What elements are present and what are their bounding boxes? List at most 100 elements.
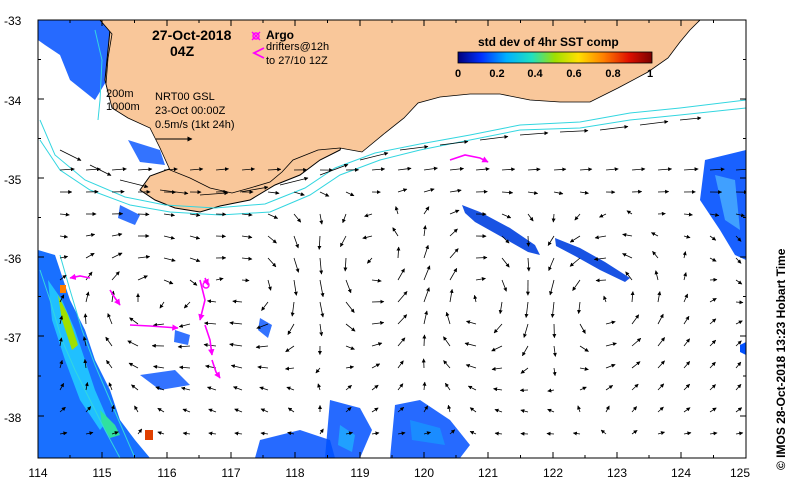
current-vector-arrow [108, 382, 113, 391]
current-vector-arrow [449, 248, 459, 259]
current-vector-arrow [631, 383, 639, 391]
colorbar-tick: 0.8 [605, 68, 621, 80]
current-vector-arrow [267, 190, 280, 195]
current-vector-arrow [622, 232, 633, 237]
current-vector-arrow [423, 188, 435, 193]
current-vector-arrow [524, 301, 529, 318]
current-vector-arrow [520, 367, 529, 374]
current-vector-arrow [475, 255, 488, 260]
current-vector-arrow [287, 431, 295, 436]
current-vector-arrow [449, 267, 458, 281]
current-vector-arrow [599, 213, 607, 218]
lon-tick-label: 114 [28, 466, 48, 480]
current-vector-arrow [137, 428, 143, 435]
current-vector-arrow [652, 250, 659, 259]
current-vector-arrow [259, 386, 269, 391]
current-vector-arrow [552, 345, 557, 357]
current-vector-arrow [189, 167, 204, 172]
drifter-tracks [69, 154, 489, 379]
current-vector-arrow [233, 386, 243, 391]
current-vector-arrow [682, 251, 687, 259]
current-vector-arrow [137, 254, 151, 259]
current-vector-arrow [287, 323, 295, 335]
argo-floats [202, 281, 210, 289]
current-vector-arrow [397, 291, 408, 303]
current-vector-arrow [423, 405, 429, 413]
current-vector-arrow [59, 382, 65, 391]
lat-tick-label: -35 [4, 173, 22, 187]
current-vector-arrow [83, 359, 88, 369]
scale-label: 0.5m/s (1kt 24h) [155, 119, 235, 131]
current-vector-arrow [501, 235, 510, 244]
current-vector-arrow [315, 367, 321, 374]
current-vector-arrow [550, 301, 555, 318]
current-vector-arrow [179, 365, 191, 370]
current-vector-arrow [215, 167, 229, 172]
current-vector-arrow [526, 257, 531, 272]
lon-tick-label: 115 [92, 466, 112, 480]
current-vector-arrow [709, 384, 716, 391]
current-vector-arrow [465, 364, 477, 369]
current-vector-arrow [579, 366, 589, 371]
current-vector-arrow [547, 388, 555, 393]
current-vector-arrow [735, 383, 742, 391]
current-vector-arrow [137, 275, 148, 281]
current-vector-arrow [605, 405, 610, 413]
current-vector-arrow [110, 404, 115, 413]
current-vector-arrow [683, 272, 688, 281]
drifters-to-label: to 27/10 12Z [266, 55, 328, 67]
drifters-label: drifters@12h [266, 41, 330, 53]
current-vector-arrow [163, 167, 178, 172]
imos-credit: © IMOS 28-Oct-2018 13:23 Hobart Time [774, 248, 788, 470]
current-vector-arrow [422, 225, 427, 237]
current-vector-arrow [59, 406, 66, 413]
current-vector-arrow [625, 271, 633, 281]
current-vector-arrow [735, 279, 743, 285]
current-vector-arrow [657, 291, 662, 303]
current-vector-arrow [553, 167, 567, 172]
current-vector-arrow [439, 139, 469, 146]
current-vector-arrow [207, 299, 217, 304]
lat-tick-label: -38 [4, 411, 22, 425]
current-vector-arrow [85, 291, 90, 303]
argo-legend-icon [251, 31, 261, 41]
current-vector-arrow [239, 185, 269, 193]
current-vector-arrow [709, 167, 725, 172]
current-vector-arrow [423, 166, 438, 171]
current-vector-arrow [111, 431, 119, 435]
lon-tick-label: 119 [350, 466, 370, 480]
current-vector-arrow [371, 167, 386, 172]
current-vector-arrow [475, 167, 490, 172]
current-vector-arrow [371, 431, 380, 436]
current-vector-arrow [364, 213, 373, 218]
current-vector-arrow [182, 431, 191, 436]
map-date: 27-Oct-2018 [152, 27, 232, 43]
current-vector-arrow [59, 255, 69, 260]
current-vector-arrow [157, 407, 165, 413]
current-vector-arrow [559, 128, 589, 133]
current-vector-arrow [553, 191, 564, 196]
isobath-lines [39, 29, 746, 458]
current-vector-arrow [290, 301, 295, 317]
current-vector-arrow [85, 233, 96, 237]
isobath-1000-label: 1000m [106, 101, 140, 113]
current-vector-arrow [204, 321, 217, 326]
lat-tick-label: -36 [4, 252, 22, 266]
current-vector-arrow [83, 313, 88, 325]
current-vector-arrow [491, 345, 503, 352]
current-vector-arrow [229, 342, 243, 347]
current-vector-arrow [345, 407, 352, 413]
current-vector-arrow [241, 234, 253, 239]
current-vector-arrow [475, 277, 486, 281]
current-vector-arrow [631, 429, 638, 435]
current-vector-arrow [464, 342, 477, 347]
current-vector-arrow [371, 363, 381, 369]
current-vector-arrow [422, 381, 427, 391]
current-vector-arrow [397, 406, 405, 413]
current-vector-arrow [392, 227, 399, 237]
current-vector-arrow [293, 191, 305, 196]
current-vector-arrow [267, 235, 277, 244]
current-vector-arrow [178, 323, 191, 328]
current-vector-arrow [397, 314, 408, 325]
